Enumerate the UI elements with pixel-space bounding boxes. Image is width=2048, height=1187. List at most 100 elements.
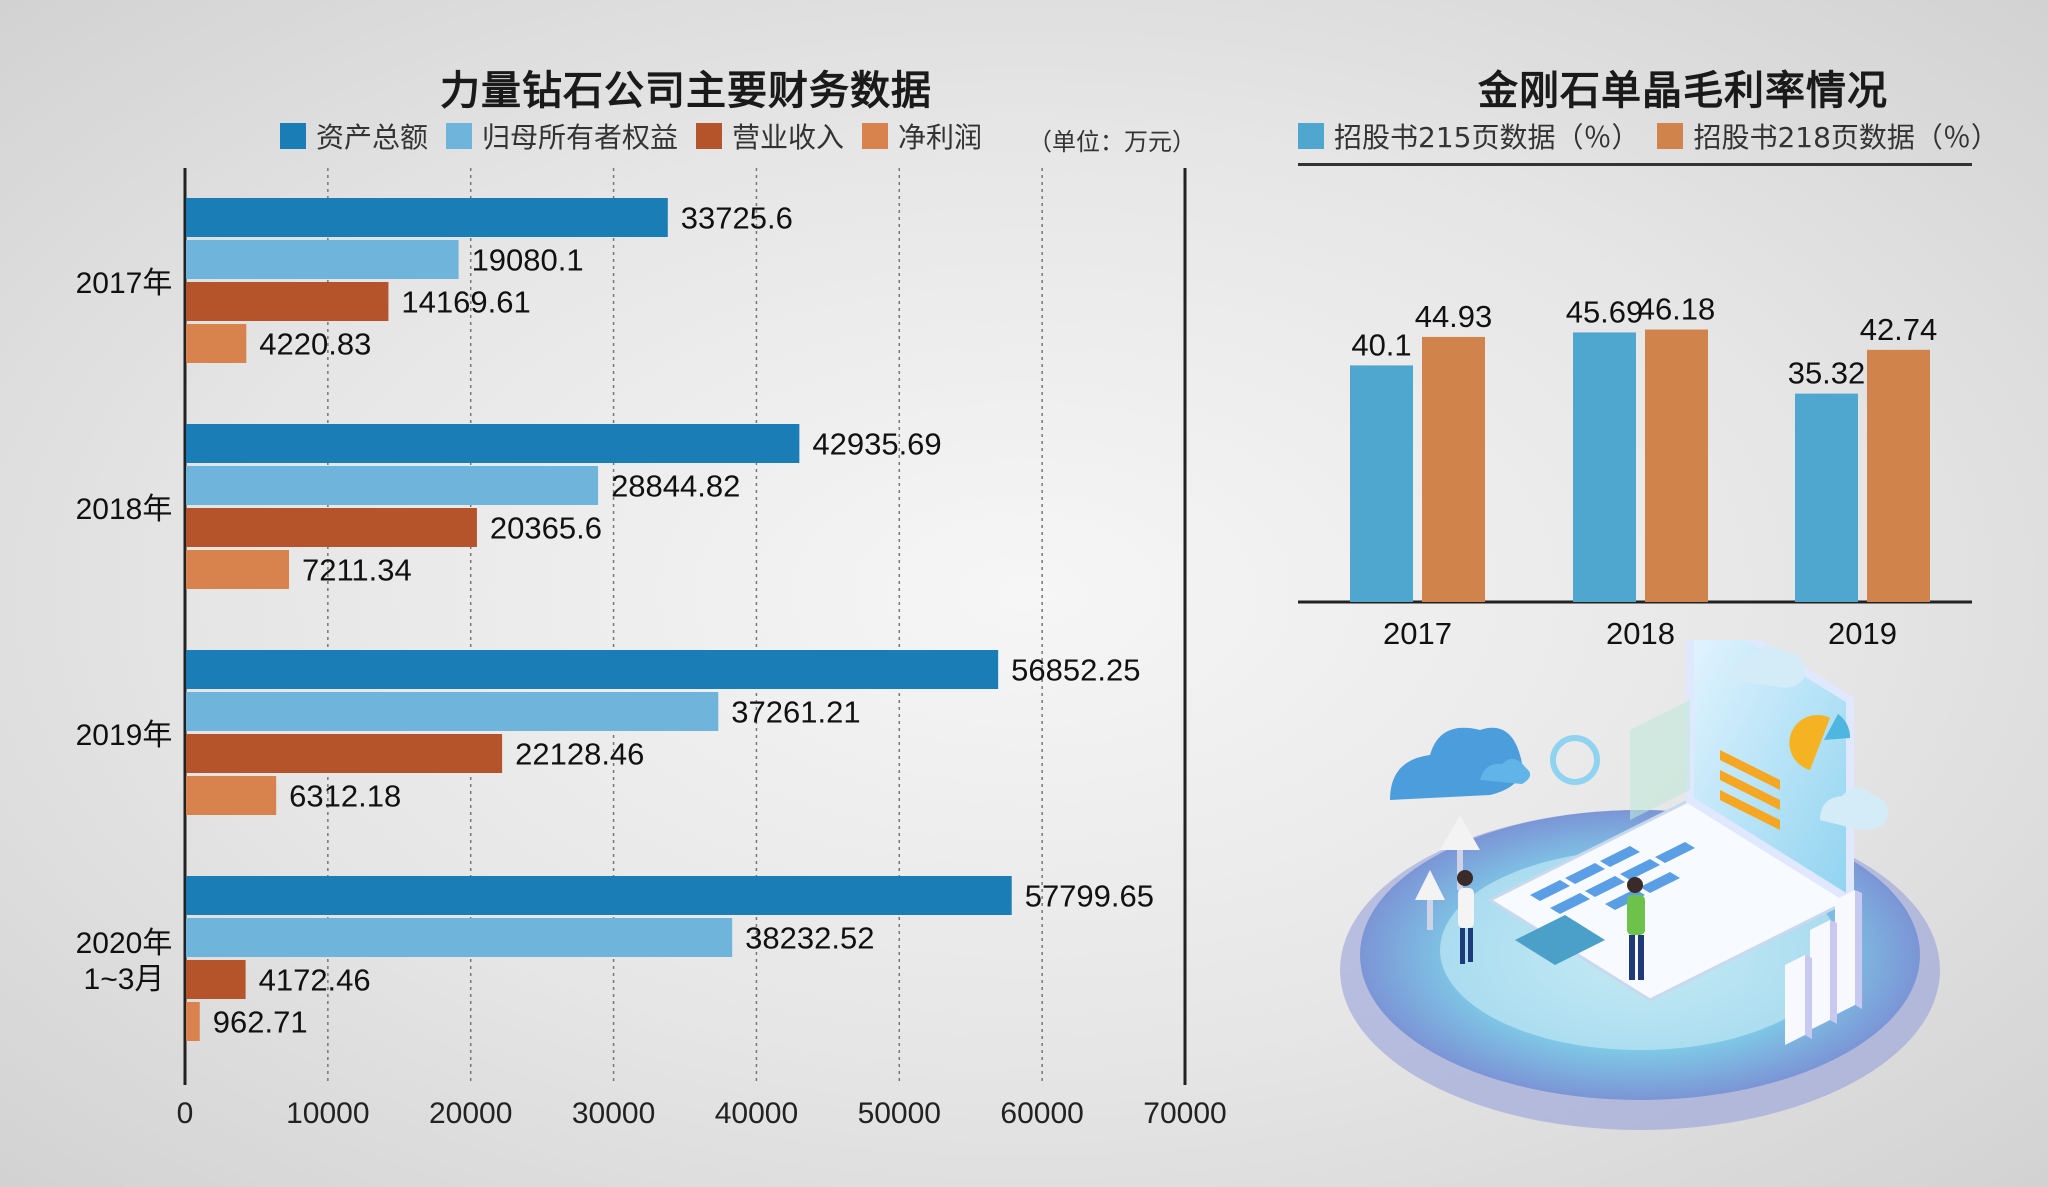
bar-value-label: 962.71 xyxy=(213,1005,308,1040)
x-tick-label: 0 xyxy=(177,1097,194,1130)
bar-value-label: 35.32 xyxy=(1788,356,1866,391)
laptop-illustration xyxy=(1340,640,1940,1130)
pie-chart-icon xyxy=(1789,714,1830,770)
bar xyxy=(1645,329,1708,602)
bar-value-label: 46.18 xyxy=(1638,292,1716,327)
x-tick-label: 70000 xyxy=(1143,1097,1226,1130)
bar xyxy=(1867,349,1930,602)
left-chart-title: 力量钻石公司主要财务数据 xyxy=(440,68,932,114)
cloud-icon xyxy=(1390,727,1522,800)
legend-label-revenue: 营业收入 xyxy=(732,121,845,154)
x-tick-label: 30000 xyxy=(572,1097,655,1130)
left-bars xyxy=(186,198,1012,1041)
x-tick-label: 60000 xyxy=(1000,1097,1083,1130)
legend-label-p218: 招股书218页数据（％） xyxy=(1693,121,1999,154)
left-tick-labels: 0 10000 20000 30000 40000 50000 60000 70000 xyxy=(177,1097,1227,1130)
right-category-labels: 2017 2018 2019 xyxy=(1383,616,1897,651)
legend-item-assets: 资产总额 xyxy=(280,116,428,156)
legend-swatch-p215 xyxy=(1298,123,1324,149)
legend-swatch-p218 xyxy=(1657,123,1684,149)
trees xyxy=(1415,815,1480,930)
left-legend: 资产总额 归母所有者权益 营业收入 净利润 xyxy=(280,116,1000,156)
bar xyxy=(1573,332,1636,602)
right-legend: 招股书215页数据（％） 招股书218页数据（％） xyxy=(1298,116,2017,156)
bar xyxy=(186,918,733,957)
category-label: 2019 xyxy=(1828,616,1897,651)
bar xyxy=(1422,336,1485,602)
bar xyxy=(186,324,247,363)
bar-value-label: 22128.46 xyxy=(515,737,644,772)
bar-value-label: 45.69 xyxy=(1566,294,1644,329)
legend-item-revenue: 营业收入 xyxy=(696,116,844,156)
bar-value-label: 40.1 xyxy=(1351,327,1411,362)
bar xyxy=(1795,393,1858,602)
category-label: 2020年 xyxy=(76,927,173,960)
person-left xyxy=(1457,870,1474,964)
x-tick-label: 20000 xyxy=(429,1097,512,1130)
left-value-labels: 33725.6 19080.1 14169.61 4220.83 42935.69 288… xyxy=(213,201,1154,1040)
bar-value-label: 20365.6 xyxy=(490,511,602,546)
cloud-right-icon xyxy=(1820,788,1889,830)
legend-label-assets: 资产总额 xyxy=(316,121,429,154)
cloud-small-icon xyxy=(1480,758,1531,784)
legend-swatch-equity xyxy=(446,123,473,149)
right-bars xyxy=(1298,329,1972,604)
bar-value-label: 19080.1 xyxy=(472,243,584,278)
bar-value-label: 7211.34 xyxy=(302,553,412,588)
legend-item-p218: 招股书218页数据（％） xyxy=(1657,116,1999,156)
bar-value-label: 4220.83 xyxy=(259,327,371,362)
bar xyxy=(186,466,599,505)
legend-swatch-assets xyxy=(280,123,306,149)
category-label: 2017年 xyxy=(76,267,173,300)
bar-value-label: 42935.69 xyxy=(812,427,941,462)
bar xyxy=(186,650,999,689)
right-top-rule xyxy=(1298,163,1972,166)
bar xyxy=(186,1002,200,1041)
category-label: 1~3月 xyxy=(84,963,165,996)
legend-label-p215: 招股书215页数据（％） xyxy=(1334,121,1640,154)
bar-value-label: 4172.46 xyxy=(259,963,371,998)
category-label: 2018年 xyxy=(76,493,173,526)
bar-value-label: 33725.6 xyxy=(681,201,793,236)
bar xyxy=(186,876,1012,915)
x-tick-label: 10000 xyxy=(286,1097,369,1130)
bar xyxy=(186,240,459,279)
legend-item-equity: 归母所有者权益 xyxy=(446,116,678,156)
bar xyxy=(186,550,290,589)
bar xyxy=(186,282,389,321)
laptop-screen xyxy=(1686,640,1854,908)
category-label: 2018 xyxy=(1606,616,1675,651)
bar xyxy=(186,508,477,547)
bar-value-label: 28844.82 xyxy=(611,469,740,504)
legend-swatch-profit xyxy=(862,123,889,149)
bar-value-label: 38232.52 xyxy=(745,921,874,956)
x-tick-label: 50000 xyxy=(858,1097,941,1130)
cloud-top-right-icon xyxy=(1728,645,1806,688)
category-label: 2017 xyxy=(1383,616,1452,651)
bar xyxy=(186,776,277,815)
bar xyxy=(186,734,503,773)
left-bar-chart: 33725.6 19080.1 14169.61 4220.83 42935.69 288… xyxy=(76,168,1227,1130)
keyboard-keys xyxy=(1530,842,1695,914)
x-tick-label: 40000 xyxy=(715,1097,798,1130)
screen-list-lines xyxy=(1720,750,1780,830)
bar-value-label: 56852.25 xyxy=(1011,653,1140,688)
bar xyxy=(1350,365,1413,602)
bar xyxy=(186,424,800,463)
legend-item-p215: 招股书215页数据（％） xyxy=(1298,116,1639,156)
bar xyxy=(186,692,719,731)
bar-value-label: 6312.18 xyxy=(289,779,401,814)
legend-label-equity: 归母所有者权益 xyxy=(482,121,679,154)
category-label: 2019年 xyxy=(76,719,173,752)
touchpad xyxy=(1515,915,1605,965)
magnifier-icon xyxy=(1550,735,1600,785)
bar-value-label: 42.74 xyxy=(1860,312,1938,347)
person-right xyxy=(1627,877,1645,980)
bar xyxy=(186,960,246,999)
bar-value-label: 14169.61 xyxy=(401,285,530,320)
legend-label-profit: 净利润 xyxy=(898,121,983,154)
legend-item-profit: 净利润 xyxy=(862,116,982,156)
